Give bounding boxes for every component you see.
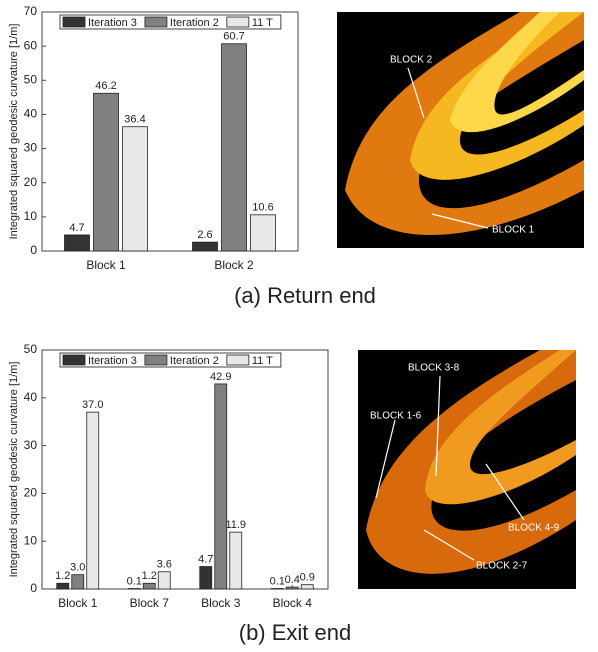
y-tick-label: 60 xyxy=(24,38,38,52)
y-tick-label: 20 xyxy=(24,486,38,500)
bar xyxy=(143,583,155,589)
bar xyxy=(222,44,247,251)
x-tick-label: Block 2 xyxy=(214,258,254,272)
legend-label: Iteration 2 xyxy=(170,355,219,367)
y-tick-label: 30 xyxy=(24,438,38,452)
data-label: 0.4 xyxy=(285,574,300,586)
bar xyxy=(251,215,276,251)
data-label: 4.7 xyxy=(69,222,84,234)
plot-frame xyxy=(42,350,328,589)
data-label: 1.2 xyxy=(55,570,70,582)
y-tick-label: 40 xyxy=(24,107,38,121)
data-label: 46.2 xyxy=(95,80,116,92)
legend-swatch xyxy=(227,355,249,365)
y-tick-label: 70 xyxy=(24,4,38,18)
x-tick-label: Block 4 xyxy=(273,596,313,610)
bar xyxy=(193,242,218,251)
y-tick-label: 30 xyxy=(24,141,38,155)
caption: (b) Exit end xyxy=(239,620,352,645)
data-label: 0.1 xyxy=(127,575,142,587)
data-label: 11.9 xyxy=(225,519,246,531)
bar xyxy=(87,412,99,589)
data-label: 10.6 xyxy=(252,202,273,214)
y-tick-label: 40 xyxy=(24,390,38,404)
y-tick-label: 0 xyxy=(30,243,37,257)
x-tick-label: Block 1 xyxy=(86,258,126,272)
legend-label: Iteration 3 xyxy=(88,17,137,29)
bar xyxy=(301,585,313,589)
figure: BLOCK 2 BLOCK 1 BLOCK 3-8 BLOCK 1-6 BLOC… xyxy=(0,0,598,652)
bar xyxy=(72,575,84,589)
legend-swatch xyxy=(145,17,167,27)
bar xyxy=(286,587,298,589)
legend-label: Iteration 3 xyxy=(88,355,137,367)
data-label: 36.4 xyxy=(124,114,145,126)
data-label: 3.0 xyxy=(70,562,85,574)
legend-swatch xyxy=(227,17,249,27)
y-tick-label: 20 xyxy=(24,175,38,189)
y-tick-label: 10 xyxy=(24,209,38,223)
y-axis-label: Integrated squared geodesic curvature [1… xyxy=(8,24,20,240)
bar xyxy=(94,93,119,251)
data-label: 0.1 xyxy=(270,575,285,587)
y-tick-label: 50 xyxy=(24,72,38,86)
y-tick-label: 10 xyxy=(24,533,38,547)
legend-swatch xyxy=(63,355,85,365)
legend-label: 11 T xyxy=(252,355,273,367)
data-label: 37.0 xyxy=(82,399,103,411)
legend-swatch xyxy=(63,17,85,27)
image-label: BLOCK 1-6 xyxy=(370,411,422,422)
bar xyxy=(57,583,69,589)
bar xyxy=(200,567,212,589)
bar xyxy=(215,384,227,589)
legend-label: Iteration 2 xyxy=(170,17,219,29)
data-label: 3.6 xyxy=(157,559,172,571)
data-label: 42.9 xyxy=(210,371,231,383)
image-label: BLOCK 1 xyxy=(492,225,535,236)
legend-label: 11 T xyxy=(252,17,273,29)
bar xyxy=(65,235,90,251)
data-label: 60.7 xyxy=(223,31,244,43)
data-label: 2.6 xyxy=(197,229,212,241)
image-label: BLOCK 2-7 xyxy=(476,561,528,572)
render-return-end: BLOCK 2 BLOCK 1 xyxy=(337,12,584,248)
bar xyxy=(158,572,170,589)
image-label: BLOCK 2 xyxy=(390,55,433,66)
caption: (a) Return end xyxy=(234,283,376,308)
x-tick-label: Block 7 xyxy=(130,596,170,610)
data-label: 4.7 xyxy=(198,553,213,565)
x-tick-label: Block 3 xyxy=(201,596,241,610)
data-label: 1.2 xyxy=(142,570,157,582)
image-label: BLOCK 4-9 xyxy=(508,523,560,534)
y-axis-label: Integrated squared geodesic curvature [1… xyxy=(8,362,20,578)
render-exit-end: BLOCK 3-8 BLOCK 1-6 BLOCK 4-9 BLOCK 2-7 xyxy=(358,350,576,589)
image-label: BLOCK 3-8 xyxy=(408,363,460,374)
bar xyxy=(230,532,242,589)
y-tick-label: 0 xyxy=(30,581,37,595)
x-tick-label: Block 1 xyxy=(58,596,98,610)
data-label: 0.9 xyxy=(300,572,315,584)
bar xyxy=(123,127,148,251)
y-tick-label: 50 xyxy=(24,342,38,356)
legend-swatch xyxy=(145,355,167,365)
